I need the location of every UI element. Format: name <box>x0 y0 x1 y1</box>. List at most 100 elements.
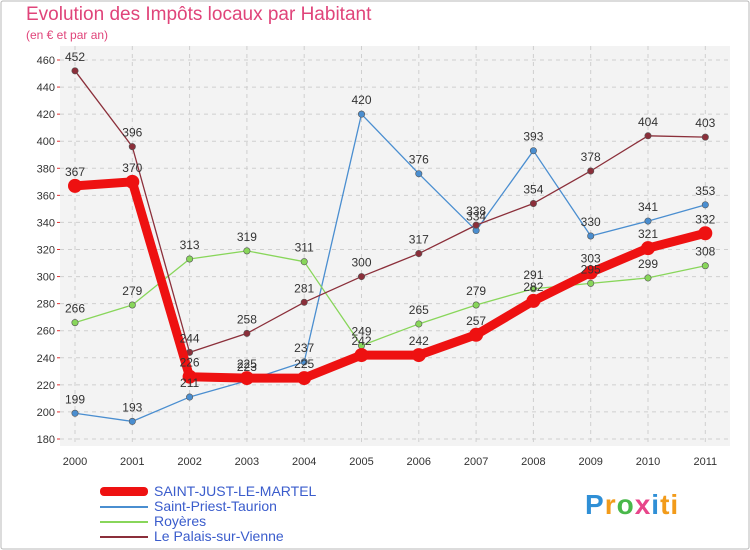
y-tick-label: 400 <box>37 136 55 148</box>
x-tick-label: 2006 <box>407 456 431 468</box>
data-point <box>415 320 423 328</box>
data-point <box>297 371 312 386</box>
data-point <box>68 178 82 193</box>
legend-label: Le Palais-sur-Vienne <box>154 528 284 544</box>
legend-item-royeres: Royères <box>100 514 316 529</box>
data-label: 334 <box>466 210 486 224</box>
y-tick-label: 360 <box>37 190 55 202</box>
proxiti-logo: Proxiti <box>585 489 680 520</box>
data-label: 303 <box>581 252 601 266</box>
data-label: 396 <box>122 126 142 140</box>
legend-label: Royères <box>154 513 207 529</box>
x-tick-label: 2009 <box>578 456 602 468</box>
data-label: 266 <box>65 302 85 316</box>
data-point <box>71 319 79 327</box>
data-point <box>472 301 480 309</box>
data-label: 376 <box>409 153 429 167</box>
data-label: 353 <box>695 184 715 198</box>
legend-label: SAINT-JUST-LE-MARTEL <box>154 483 317 499</box>
data-label: 258 <box>237 312 257 326</box>
data-point <box>529 199 537 207</box>
legend-item-saint-just: SAINT-JUST-LE-MARTEL <box>100 484 316 499</box>
data-label: 321 <box>638 227 658 241</box>
x-tick-label: 2002 <box>177 456 201 468</box>
data-label: 338 <box>466 204 486 218</box>
data-point <box>701 201 709 209</box>
legend-swatch <box>100 487 148 496</box>
data-label: 370 <box>122 161 142 175</box>
legend-label: Saint-Priest-Taurion <box>154 498 277 514</box>
data-label: 299 <box>638 257 658 271</box>
x-tick-label: 2007 <box>464 456 488 468</box>
data-label: 311 <box>295 241 314 255</box>
data-label: 420 <box>351 93 371 107</box>
y-tick-label: 320 <box>37 245 55 257</box>
data-point <box>644 132 652 140</box>
x-tick-label: 2004 <box>292 456 316 468</box>
y-tick-label: 200 <box>37 407 55 419</box>
data-point <box>243 247 251 255</box>
data-point <box>469 327 484 342</box>
x-tick-label: 2001 <box>120 456 144 468</box>
data-point <box>300 298 308 306</box>
legend-item-le-palais: Le Palais-sur-Vienne <box>100 529 316 544</box>
data-label: 279 <box>466 284 486 298</box>
y-tick-label: 440 <box>37 82 55 94</box>
data-point <box>411 348 426 363</box>
chart-subtitle: (en € et par an) <box>26 28 109 42</box>
data-label: 452 <box>65 50 85 64</box>
data-label: 265 <box>409 303 429 317</box>
data-point <box>128 301 136 309</box>
data-label: 279 <box>122 284 142 298</box>
data-label: 281 <box>294 281 314 295</box>
data-label: 242 <box>351 334 371 348</box>
data-point <box>125 174 140 189</box>
data-label: 300 <box>351 256 371 270</box>
plot-area <box>60 46 730 446</box>
x-tick-label: 2011 <box>693 456 717 468</box>
data-label: 367 <box>65 165 85 179</box>
data-point <box>182 369 197 384</box>
data-label: 257 <box>466 314 486 328</box>
data-point <box>644 217 652 225</box>
data-point <box>186 393 194 401</box>
series-line <box>74 250 706 347</box>
legend-item-saint-priest: Saint-Priest-Taurion <box>100 499 316 514</box>
data-point <box>357 110 365 118</box>
data-label: 199 <box>65 392 85 406</box>
y-tick-label: 220 <box>37 380 55 392</box>
data-point <box>529 147 537 155</box>
data-point <box>701 262 709 270</box>
data-point <box>587 279 595 287</box>
x-tick-label: 2008 <box>521 456 545 468</box>
data-label: 225 <box>237 357 257 371</box>
legend-swatch <box>100 535 148 538</box>
data-label: 403 <box>695 116 715 130</box>
data-point <box>472 221 480 229</box>
data-point <box>239 371 254 386</box>
y-tick-label: 280 <box>37 299 55 311</box>
data-label: 193 <box>122 400 142 414</box>
data-point <box>587 232 595 240</box>
data-label: 308 <box>695 245 715 259</box>
y-tick-label: 180 <box>37 434 55 446</box>
data-label: 332 <box>695 212 715 226</box>
data-label: 291 <box>523 268 543 282</box>
data-label: 282 <box>523 280 543 294</box>
y-tick-label: 260 <box>37 326 55 338</box>
y-tick-label: 340 <box>37 217 55 229</box>
y-tick-label: 460 <box>37 55 55 67</box>
series-line <box>74 113 706 423</box>
data-label: 223 <box>237 360 257 374</box>
data-point <box>415 250 423 258</box>
data-point <box>357 273 365 281</box>
data-point <box>698 226 713 241</box>
data-label: 317 <box>409 233 429 247</box>
x-tick-label: 2010 <box>636 456 660 468</box>
data-label: 319 <box>237 230 257 244</box>
series-line-emphasis <box>70 177 710 383</box>
data-point <box>587 167 595 175</box>
y-tick-label: 240 <box>37 353 55 365</box>
x-tick-label: 2005 <box>349 456 373 468</box>
